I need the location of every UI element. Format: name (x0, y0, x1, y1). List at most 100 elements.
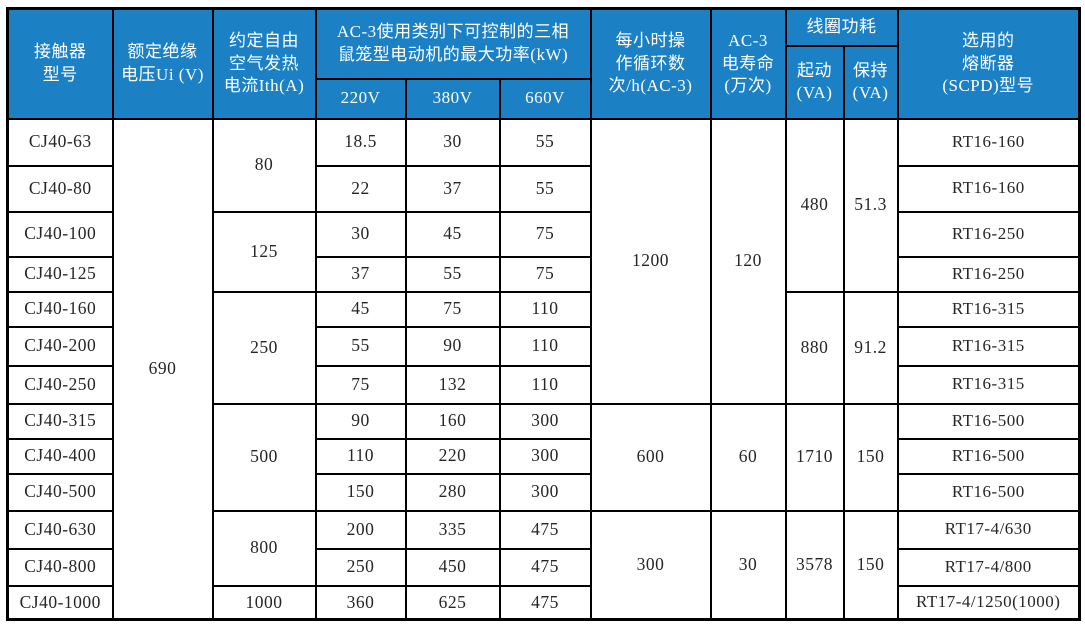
cell-fuse: RT17-4/630 (896, 509, 1081, 550)
cell-model: CJ40-80 (6, 164, 114, 213)
table-row: CJ40-80 22 37 55 RT16-160 (6, 164, 1081, 213)
cell-coil-hold: 150 (842, 402, 899, 512)
cell-power-660: 75 (498, 210, 592, 258)
header-voltage-660: 660V (498, 77, 592, 120)
header-max-power-group: AC-3使用类别下可控制的三相 鼠笼型电动机的最大功率(kW) (314, 7, 592, 80)
cell-power-220: 18.5 (314, 117, 407, 167)
cell-model: CJ40-630 (6, 509, 114, 550)
table-row: CJ40-400 110 220 300 RT16-500 (6, 437, 1081, 475)
table-row: CJ40-200 55 90 110 RT16-315 (6, 325, 1081, 367)
cell-model: CJ40-400 (6, 437, 114, 475)
header-voltage-380: 380V (404, 77, 501, 120)
cell-fuse: RT16-250 (896, 255, 1081, 293)
cell-cycles-per-hour: 1200 (589, 117, 712, 405)
header-cycles-per-hour: 每小时操 作循环数 次/h(AC-3) (589, 7, 712, 120)
cell-power-380: 90 (404, 325, 501, 367)
table-row: CJ40-500 150 280 300 RT16-500 (6, 472, 1081, 512)
header-voltage-220: 220V (314, 77, 407, 120)
table-body: CJ40-63 690 80 18.5 30 55 1200 120 480 5… (6, 117, 1081, 621)
cell-power-380: 55 (404, 255, 501, 293)
cell-model: CJ40-160 (6, 290, 114, 328)
cell-coil-hold: 51.3 (842, 117, 899, 293)
cell-power-380: 132 (404, 364, 501, 405)
cell-thermal-current: 250 (211, 290, 317, 405)
cell-fuse: RT16-500 (896, 472, 1081, 512)
cell-coil-start: 3578 (784, 509, 845, 621)
cell-power-220: 150 (314, 472, 407, 512)
cell-power-660: 110 (498, 290, 592, 328)
cell-model: CJ40-500 (6, 472, 114, 512)
cell-power-660: 300 (498, 402, 592, 440)
cell-power-220: 200 (314, 509, 407, 550)
cell-electrical-life: 120 (709, 117, 787, 405)
cell-fuse: RT16-500 (896, 437, 1081, 475)
cell-model: CJ40-250 (6, 364, 114, 405)
cell-power-220: 45 (314, 290, 407, 328)
cell-power-220: 55 (314, 325, 407, 367)
cell-power-220: 90 (314, 402, 407, 440)
cell-power-660: 300 (498, 437, 592, 475)
cell-power-220: 75 (314, 364, 407, 405)
header-fuse: 选用的 熔断器 (SCPD)型号 (896, 7, 1081, 120)
cell-thermal-current: 800 (211, 509, 317, 587)
cell-electrical-life: 30 (709, 509, 787, 621)
cell-cycles-per-hour: 600 (589, 402, 712, 512)
cell-fuse: RT16-160 (896, 117, 1081, 167)
cell-power-220: 22 (314, 164, 407, 213)
cell-power-660: 475 (498, 547, 592, 587)
header-coil-hold: 保持 (VA) (842, 44, 899, 120)
cell-rated-insulation-voltage: 690 (111, 117, 214, 621)
cell-power-220: 250 (314, 547, 407, 587)
cell-power-380: 37 (404, 164, 501, 213)
cell-power-380: 625 (404, 584, 501, 621)
cell-power-380: 280 (404, 472, 501, 512)
header-thermal-current: 约定自由 空气发热 电流Ith(A) (211, 7, 317, 120)
cell-power-380: 450 (404, 547, 501, 587)
cell-power-380: 220 (404, 437, 501, 475)
table-row: CJ40-100 125 30 45 75 RT16-250 (6, 210, 1081, 293)
cell-model: CJ40-100 (6, 210, 114, 258)
table-row: CJ40-160 250 45 75 110 880 91.2 RT16-315 (6, 290, 1081, 405)
cell-model: CJ40-200 (6, 325, 114, 367)
cell-model: CJ40-315 (6, 402, 114, 440)
cell-model: CJ40-1000 (6, 584, 114, 621)
cell-coil-start: 880 (784, 290, 845, 405)
cell-model: CJ40-63 (6, 117, 114, 167)
cell-electrical-life: 60 (709, 402, 787, 512)
cell-power-660: 475 (498, 584, 592, 621)
header-coil-start: 起动 (VA) (784, 44, 845, 120)
header-coil-power-group: 线圈功耗 (784, 7, 899, 47)
header-rated-insulation-voltage: 额定绝缘 电压Ui (V) (111, 7, 214, 120)
table-row: CJ40-63 690 80 18.5 30 55 1200 120 480 5… (6, 117, 1081, 621)
cell-power-660: 475 (498, 509, 592, 550)
cell-thermal-current: 500 (211, 402, 317, 512)
cell-fuse: RT16-315 (896, 325, 1081, 367)
cell-power-380: 160 (404, 402, 501, 440)
cell-coil-hold: 150 (842, 509, 899, 621)
cell-fuse: RT16-315 (896, 364, 1081, 405)
cell-thermal-current: 1000 (211, 584, 317, 621)
contactor-spec-table: 接触器 型号 额定绝缘 电压Ui (V) 约定自由 空气发热 电流Ith(A) … (6, 7, 1082, 621)
table-row: CJ40-630 800 200 335 475 300 30 3578 150… (6, 509, 1081, 621)
cell-power-220: 37 (314, 255, 407, 293)
cell-power-660: 110 (498, 325, 592, 367)
cell-power-380: 30 (404, 117, 501, 167)
cell-coil-hold: 91.2 (842, 290, 899, 405)
cell-power-380: 75 (404, 290, 501, 328)
cell-fuse: RT17-4/1250(1000) (896, 584, 1081, 621)
cell-power-660: 110 (498, 364, 592, 405)
cell-coil-start: 480 (784, 117, 845, 293)
table-row: CJ40-800 250 450 475 RT17-4/800 (6, 547, 1081, 587)
cell-power-380: 45 (404, 210, 501, 258)
table-header: 接触器 型号 额定绝缘 电压Ui (V) 约定自由 空气发热 电流Ith(A) … (6, 7, 1081, 120)
table-row: CJ40-125 37 55 75 RT16-250 (6, 255, 1081, 293)
cell-thermal-current: 125 (211, 210, 317, 293)
header-electrical-life: AC-3 电寿命 (万次) (709, 7, 787, 120)
cell-fuse: RT16-250 (896, 210, 1081, 258)
cell-cycles-per-hour: 300 (589, 509, 712, 621)
cell-coil-start: 1710 (784, 402, 845, 512)
cell-fuse: RT16-160 (896, 164, 1081, 213)
table-row: CJ40-250 75 132 110 RT16-315 (6, 364, 1081, 405)
cell-power-660: 75 (498, 255, 592, 293)
